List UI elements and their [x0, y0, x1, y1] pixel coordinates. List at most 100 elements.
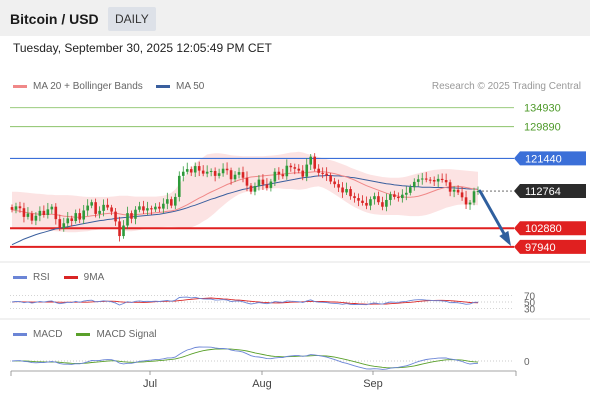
research-credit: Research © 2025 Trading Central: [431, 81, 581, 92]
legend-label-rsi-ma: 9MA: [83, 272, 105, 283]
candle-body: [381, 202, 384, 207]
candle-body: [58, 219, 62, 229]
candle-body: [412, 181, 416, 188]
legend-ma20: MA 20 + Bollinger Bands: [13, 81, 143, 92]
candle-body: [98, 210, 101, 214]
candle-body: [166, 199, 169, 204]
candle-body: [229, 170, 233, 180]
candle-body: [114, 211, 117, 222]
candle-body: [452, 189, 456, 192]
candle-body: [393, 194, 396, 197]
bollinger-band: [12, 151, 478, 233]
candle-body: [373, 196, 376, 200]
legend-swatch-ma20: [13, 85, 27, 88]
legend-label-ma20: MA 20 + Bollinger Bands: [33, 81, 143, 92]
candle-body: [341, 187, 344, 193]
candle-body: [94, 202, 97, 214]
legend-label-rsi: RSI: [33, 272, 50, 283]
legend-label-macd: MACD: [33, 329, 63, 340]
candle-body: [337, 184, 340, 188]
candle-body: [436, 178, 440, 182]
candle-body: [353, 196, 356, 199]
candle-body: [90, 202, 93, 206]
level-label-134930: 134930: [524, 103, 561, 115]
rsi-line: [11, 296, 479, 306]
timeframe-badge[interactable]: DAILY: [108, 7, 156, 31]
candle-body: [468, 202, 472, 205]
candle-body: [289, 165, 293, 168]
candle-body: [401, 194, 404, 199]
level-tag-102880: [514, 221, 586, 236]
candle-body: [46, 209, 50, 215]
candle-body: [138, 206, 141, 210]
candle-body: [185, 169, 189, 172]
candle-body: [297, 168, 301, 171]
candle-body: [305, 164, 309, 177]
candle-body: [146, 208, 149, 211]
rsi-tick-label: 30: [524, 305, 536, 316]
timestamp: Tuesday, September 30, 2025 12:05:49 PM …: [13, 41, 272, 55]
candle-body: [257, 179, 261, 187]
candle-body: [221, 168, 225, 174]
candle-body: [301, 170, 305, 177]
candle-body: [309, 156, 313, 165]
candle-body: [285, 165, 289, 177]
candle-body: [408, 187, 412, 193]
candle-body: [281, 174, 285, 177]
legend-swatch-macd-signal: [76, 333, 91, 336]
candle-body: [369, 199, 372, 206]
candle-body: [456, 189, 460, 193]
candle-body: [110, 207, 113, 212]
level-tag-97940: [514, 239, 586, 254]
candle-body: [237, 172, 241, 175]
candle-body: [50, 206, 54, 210]
candle-body: [365, 202, 368, 206]
candle-body: [345, 189, 348, 193]
candle-body: [26, 213, 30, 217]
candle-body: [10, 207, 14, 210]
candle-body: [432, 180, 436, 182]
candle-body: [34, 215, 38, 221]
legend-label-ma50: MA 50: [176, 81, 205, 92]
candle-body: [317, 168, 320, 173]
rsi-tick-label: 50: [524, 298, 536, 309]
candle-body: [277, 171, 281, 175]
candle-body: [349, 189, 352, 197]
candle-body: [416, 179, 420, 182]
candle-body: [397, 196, 400, 199]
legend-label-macd-signal: MACD Signal: [96, 329, 157, 340]
candle-body: [325, 173, 328, 176]
candle-body: [74, 213, 78, 222]
legend-ma50: MA 50: [156, 81, 204, 92]
candle-body: [440, 178, 444, 181]
macd-tick-label: 0: [524, 357, 530, 368]
header-bar: Bitcoin / USD DAILY: [0, 0, 590, 36]
level-tag-121440: [514, 151, 586, 166]
candle-body: [173, 196, 177, 206]
candle-body: [389, 194, 392, 200]
candle-body: [201, 170, 205, 174]
candle-body: [265, 184, 269, 188]
candle-body: [154, 206, 157, 210]
candle-body: [158, 206, 161, 209]
candle-body: [313, 156, 317, 169]
candle-body: [233, 174, 237, 180]
candle-body: [241, 172, 245, 178]
legend-swatch-rsi-ma: [63, 276, 78, 279]
candle-body: [428, 179, 432, 181]
candle-body: [333, 181, 336, 185]
x-tick-label-aug: Aug: [252, 378, 272, 390]
candle-body: [249, 185, 253, 192]
candle-body: [217, 173, 221, 176]
candle-body: [177, 175, 181, 197]
candle-body: [444, 180, 448, 183]
candle-body: [130, 213, 133, 219]
candle-body: [170, 199, 173, 206]
candle-body: [162, 203, 165, 209]
candle-body: [361, 200, 364, 203]
candle-body: [273, 171, 277, 182]
candle-body: [142, 206, 145, 211]
instrument-title: Bitcoin / USD: [10, 11, 99, 27]
candle-body: [38, 210, 42, 216]
